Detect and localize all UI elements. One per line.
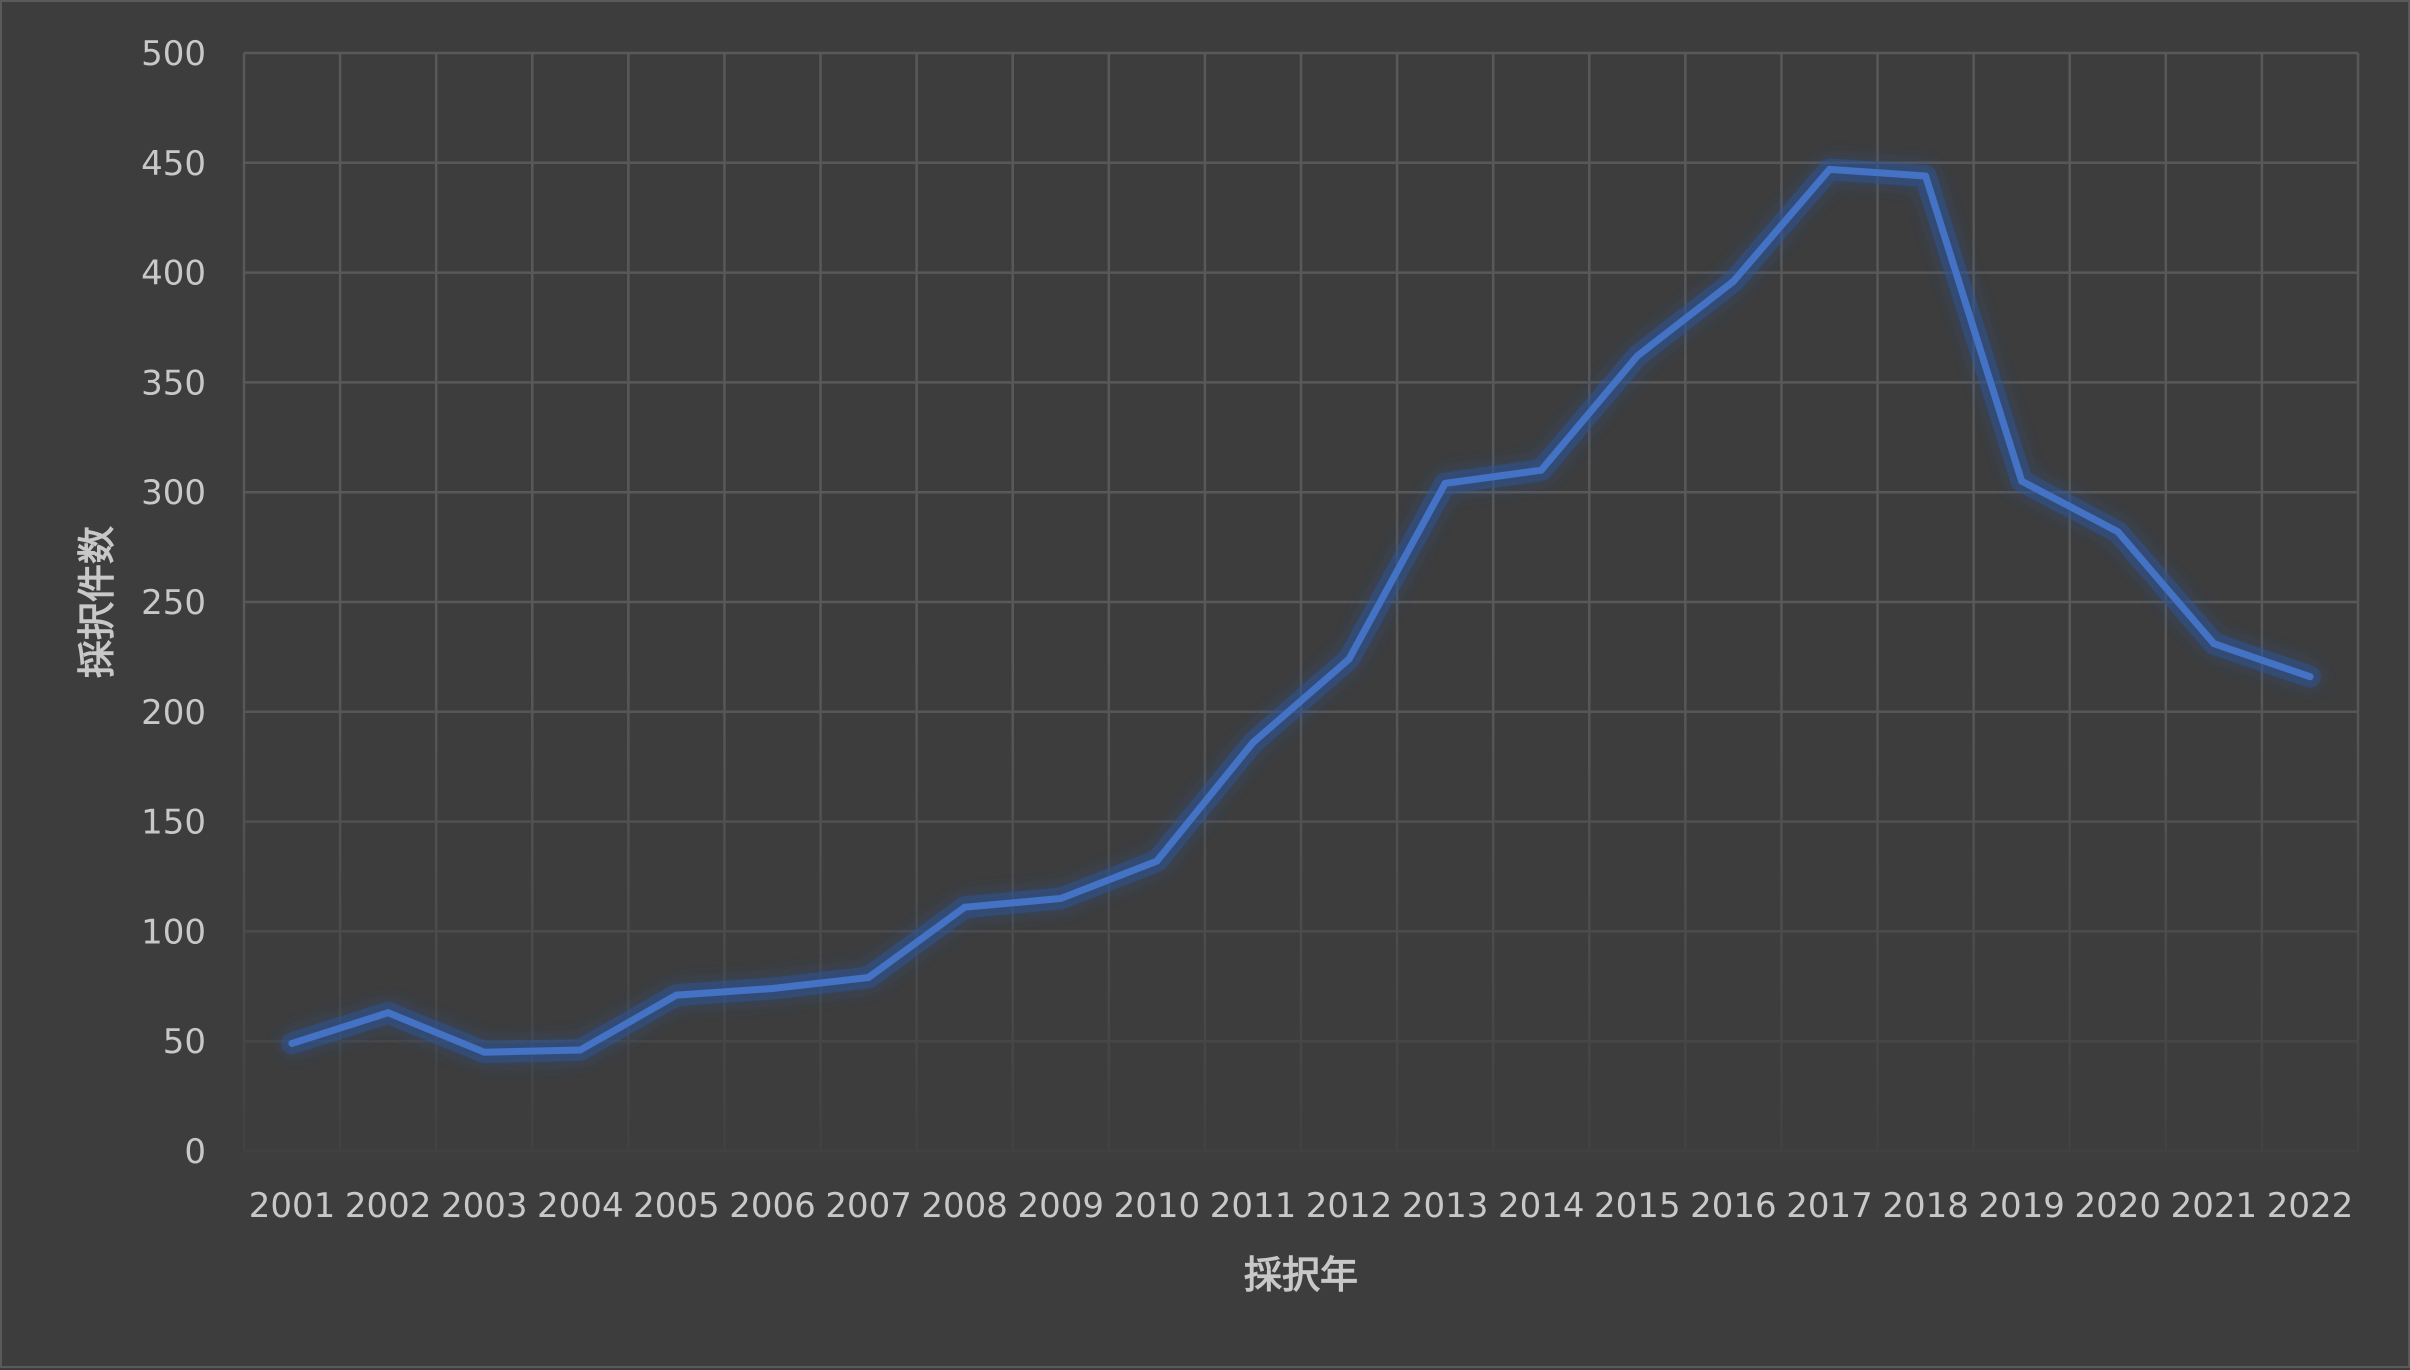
series-line-0: [288, 165, 2314, 1056]
x-tick-label-6: 2007: [825, 1186, 912, 1226]
x-tick-label-2: 2003: [441, 1186, 528, 1226]
x-tick-label-10: 2011: [1210, 1186, 1297, 1226]
x-tick-label-20: 2021: [2171, 1186, 2258, 1226]
x-tick-label-21: 2022: [2267, 1186, 2354, 1226]
data-point-2001: [288, 1039, 296, 1047]
x-tick-label-4: 2005: [633, 1186, 720, 1226]
data-point-2017: [1826, 165, 1833, 173]
data-point-2022: [2306, 673, 2314, 681]
x-tick-label-18: 2019: [1978, 1186, 2065, 1226]
x-tick-label-8: 2009: [1018, 1186, 1105, 1226]
y-tick-label-10: 500: [141, 34, 206, 74]
x-axis-title: 採択年: [1244, 1253, 1358, 1297]
series-group: [281, 158, 2321, 1064]
x-tick-label-15: 2016: [1690, 1186, 1777, 1226]
x-tick-label-3: 2004: [537, 1186, 624, 1226]
data-point-2004: [576, 1046, 584, 1054]
y-tick-label-7: 350: [141, 363, 206, 403]
y-axis-ticks: 0 50 100 150 200 250 300 350 400 450 500: [141, 34, 206, 1172]
data-point-2010: [1153, 857, 1161, 865]
data-point-2018: [1922, 172, 1930, 180]
data-point-2007: [865, 974, 873, 982]
x-tick-label-9: 2010: [1114, 1186, 1201, 1226]
y-tick-label-1: 50: [163, 1022, 206, 1062]
grid-fade-overlay: [242, 53, 2360, 1153]
data-point-2011: [1249, 739, 1257, 747]
data-point-2013: [1441, 479, 1449, 487]
y-tick-label-8: 400: [141, 254, 206, 294]
y-tick-label-3: 150: [141, 803, 206, 843]
data-point-2005: [672, 991, 680, 999]
y-tick-label-0: 0: [184, 1132, 206, 1172]
data-point-2002: [384, 1009, 392, 1017]
x-tick-label-12: 2013: [1402, 1186, 1489, 1226]
data-point-2009: [1057, 894, 1065, 902]
data-point-2021: [2210, 640, 2218, 648]
x-tick-label-5: 2006: [729, 1186, 816, 1226]
x-tick-label-14: 2015: [1594, 1186, 1681, 1226]
data-point-2006: [769, 984, 776, 992]
data-point-2016: [1729, 277, 1737, 285]
data-point-2015: [1633, 352, 1641, 360]
x-tick-label-17: 2018: [1882, 1186, 1969, 1226]
data-point-2014: [1537, 466, 1545, 474]
data-point-2008: [961, 903, 969, 911]
data-point-2003: [480, 1048, 488, 1056]
y-tick-label-5: 250: [141, 583, 206, 623]
x-tick-label-19: 2020: [2075, 1186, 2162, 1226]
x-tick-label-13: 2014: [1498, 1186, 1585, 1226]
data-point-2020: [2114, 528, 2122, 536]
data-point-2019: [2018, 477, 2026, 485]
x-tick-label-1: 2002: [345, 1186, 432, 1226]
y-axis-title: 採択件数: [75, 526, 119, 678]
y-tick-label-6: 300: [141, 473, 206, 513]
x-tick-label-16: 2017: [1786, 1186, 1873, 1226]
x-tick-label-0: 2001: [249, 1186, 336, 1226]
y-tick-label-2: 100: [141, 912, 206, 952]
x-tick-label-7: 2008: [921, 1186, 1008, 1226]
y-tick-label-9: 450: [141, 144, 206, 184]
x-axis-ticks: 2001 2002 2003 2004 2005 2006 2007 2008 2009 2010…: [249, 1186, 2353, 1226]
data-point-2012: [1345, 655, 1353, 663]
y-tick-label-4: 200: [141, 693, 206, 733]
x-tick-label-11: 2012: [1306, 1186, 1393, 1226]
